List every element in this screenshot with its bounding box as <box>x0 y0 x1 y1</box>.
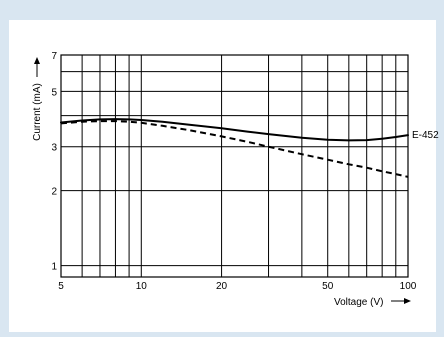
x-tick-label: 100 <box>400 281 417 292</box>
plot-frame <box>60 54 409 278</box>
series-line-solid <box>60 118 409 142</box>
x-tick-label: 50 <box>322 281 334 292</box>
y-tick-label: 3 <box>51 143 57 154</box>
tick-labels: 5 10 20 50 100 1 2 3 5 7 <box>51 51 416 292</box>
plot-border <box>60 54 409 278</box>
series-lines: E-452 <box>60 118 439 178</box>
y-tick-label: 7 <box>51 51 57 62</box>
x-tick-label: 5 <box>58 281 64 292</box>
y-tick-label: 5 <box>51 87 57 98</box>
series-label: E-452 <box>412 130 439 141</box>
y-axis-title: Current (mA) <box>32 83 43 141</box>
y-tick-label: 1 <box>51 262 57 273</box>
y-tick-label: 2 <box>51 187 57 198</box>
grid-lines <box>60 54 409 278</box>
series-line-dashed <box>60 120 409 178</box>
x-tick-label: 20 <box>216 281 228 292</box>
x-axis-arrow-icon <box>391 298 411 304</box>
x-axis-title: Voltage (V) <box>334 297 383 308</box>
x-tick-label: 10 <box>136 281 148 292</box>
y-axis-arrow-icon <box>34 57 40 77</box>
